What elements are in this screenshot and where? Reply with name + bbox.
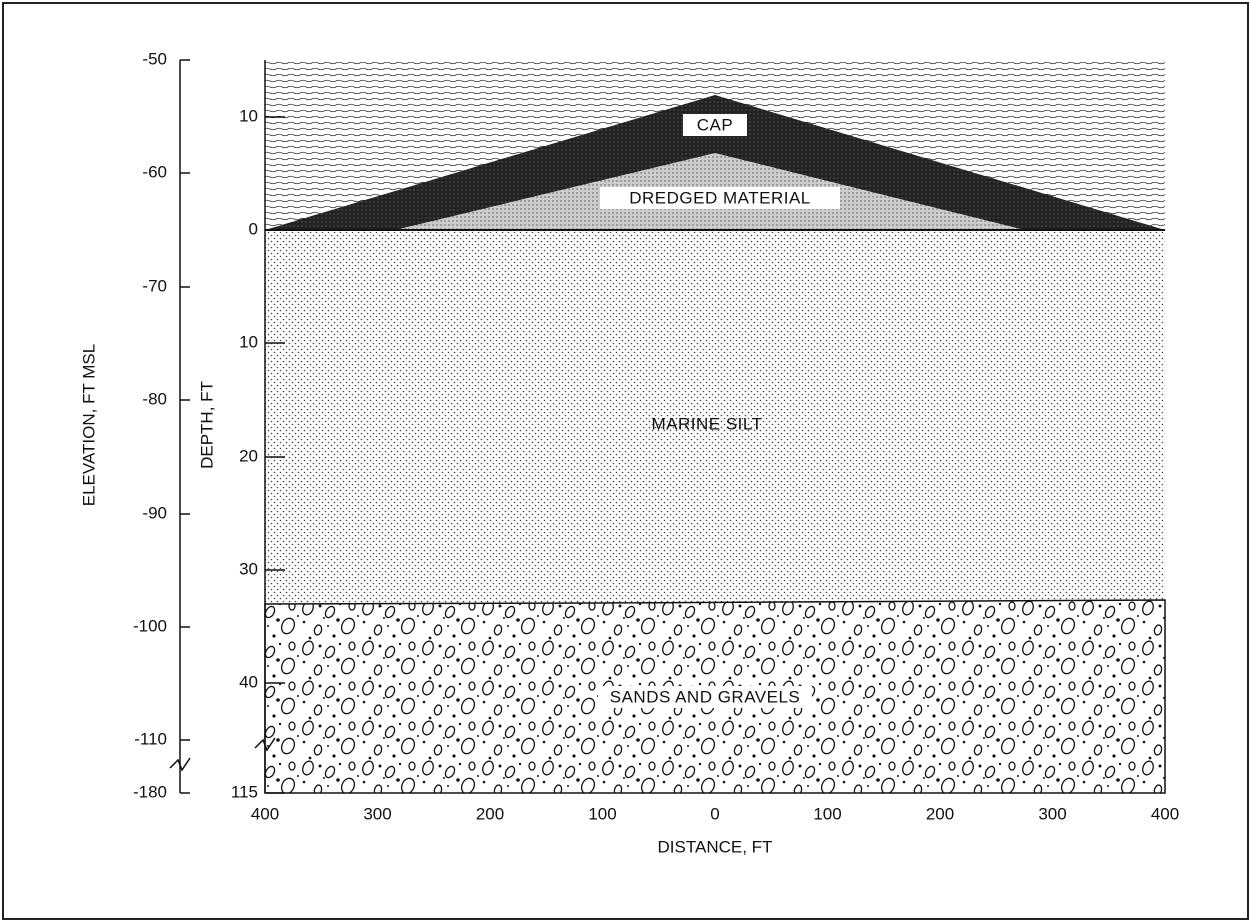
- elevation-tick-label: -100: [133, 616, 167, 635]
- distance-tick-label: 100: [813, 804, 841, 823]
- distance-tick-label: 0: [710, 804, 719, 823]
- elevation-tick-label: -60: [142, 162, 167, 181]
- distance-tick-label: 100: [588, 804, 616, 823]
- dredged-label: DREDGED MATERIAL: [629, 188, 811, 207]
- distance-tick-label: 400: [1151, 804, 1179, 823]
- distance-tick-label: 400: [251, 804, 279, 823]
- distance-tick-label: 200: [476, 804, 504, 823]
- label-box: [598, 686, 812, 708]
- axis-break: [254, 737, 276, 752]
- elevation-title: ELEVATION, FT MSL: [79, 344, 98, 506]
- depth-tick-label: 10: [239, 106, 258, 125]
- depth-title: DEPTH, FT: [197, 381, 216, 469]
- elevation-tick-label: -110: [134, 729, 167, 748]
- silt-layer: [265, 230, 1165, 603]
- silt-label: MARINE SILT: [652, 414, 763, 433]
- gravel-label: SANDS AND GRAVELS: [610, 687, 801, 706]
- elevation-tick-label: -50: [142, 49, 167, 68]
- elevation-tick-label: -90: [142, 503, 167, 522]
- depth-tick-label: 115: [231, 782, 258, 801]
- distance-title: DISTANCE, FT: [658, 837, 773, 856]
- elevation-tick-label: -80: [142, 389, 167, 408]
- label-box: [600, 187, 840, 209]
- distance-tick-label: 300: [1038, 804, 1066, 823]
- depth-tick-label: 0: [249, 219, 258, 238]
- elevation-tick-label: -70: [142, 276, 167, 295]
- axis-break: [169, 757, 191, 772]
- label-box: [683, 114, 747, 136]
- elevation-tick-label: -180: [133, 782, 167, 801]
- distance-tick-label: 300: [363, 804, 391, 823]
- cap-label: CAP: [697, 115, 733, 134]
- depth-tick-label: 30: [239, 559, 258, 578]
- depth-tick-label: 20: [239, 446, 258, 465]
- depth-tick-label: 40: [239, 672, 258, 691]
- depth-tick-label: 10: [239, 332, 258, 351]
- distance-tick-label: 200: [926, 804, 954, 823]
